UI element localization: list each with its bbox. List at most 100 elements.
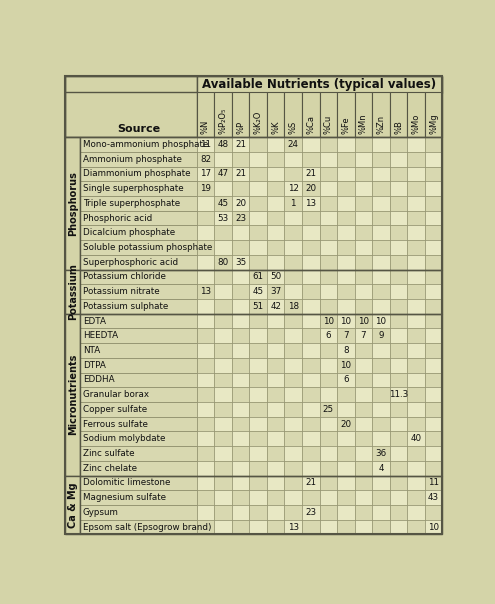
- Text: Micronutrients: Micronutrients: [68, 354, 78, 435]
- Bar: [214, 505, 232, 520]
- Bar: [249, 387, 267, 402]
- Bar: [407, 520, 425, 535]
- Text: 40: 40: [410, 434, 422, 443]
- Bar: [249, 196, 267, 211]
- Text: 21: 21: [235, 140, 246, 149]
- Bar: [267, 520, 285, 535]
- Bar: [337, 387, 354, 402]
- Bar: [390, 475, 407, 490]
- Bar: [285, 358, 302, 373]
- Text: %N: %N: [201, 120, 210, 134]
- Text: %Fe: %Fe: [342, 117, 350, 134]
- Bar: [214, 167, 232, 181]
- Text: 10: 10: [341, 316, 351, 326]
- Text: Granular borax: Granular borax: [83, 390, 149, 399]
- Text: 13: 13: [305, 199, 316, 208]
- Text: Dolomitic limestone: Dolomitic limestone: [83, 478, 170, 487]
- Bar: [249, 373, 267, 387]
- Bar: [81, 269, 443, 313]
- Bar: [372, 402, 390, 417]
- Bar: [354, 92, 372, 137]
- Bar: [337, 299, 354, 313]
- Bar: [81, 431, 197, 446]
- Text: Phosphorus: Phosphorus: [68, 171, 78, 236]
- Text: 6: 6: [343, 376, 348, 385]
- Text: Copper sulfate: Copper sulfate: [83, 405, 147, 414]
- Text: Diammonium phosphate: Diammonium phosphate: [83, 170, 190, 178]
- Bar: [407, 431, 425, 446]
- Bar: [232, 358, 249, 373]
- Bar: [214, 417, 232, 431]
- Bar: [337, 269, 354, 284]
- Bar: [407, 358, 425, 373]
- Bar: [354, 417, 372, 431]
- Bar: [390, 373, 407, 387]
- Bar: [267, 211, 285, 225]
- Bar: [337, 520, 354, 535]
- Bar: [285, 211, 302, 225]
- Bar: [372, 343, 390, 358]
- Bar: [302, 313, 320, 329]
- Bar: [337, 284, 354, 299]
- Bar: [302, 255, 320, 269]
- Bar: [197, 76, 443, 92]
- Text: Triple superphosphate: Triple superphosphate: [83, 199, 180, 208]
- Bar: [354, 284, 372, 299]
- Bar: [267, 299, 285, 313]
- Bar: [372, 387, 390, 402]
- Bar: [249, 343, 267, 358]
- Text: 11: 11: [200, 140, 211, 149]
- Bar: [267, 358, 285, 373]
- Bar: [337, 505, 354, 520]
- Bar: [197, 152, 214, 167]
- Text: 47: 47: [217, 170, 229, 178]
- Bar: [285, 255, 302, 269]
- Bar: [320, 181, 337, 196]
- Bar: [320, 431, 337, 446]
- Bar: [214, 181, 232, 196]
- Bar: [197, 431, 214, 446]
- Bar: [285, 196, 302, 211]
- Bar: [390, 329, 407, 343]
- Bar: [372, 255, 390, 269]
- Bar: [390, 137, 407, 152]
- Text: Single superphosphate: Single superphosphate: [83, 184, 184, 193]
- Bar: [390, 240, 407, 255]
- Bar: [407, 373, 425, 387]
- Bar: [372, 181, 390, 196]
- Bar: [407, 255, 425, 269]
- Bar: [372, 313, 390, 329]
- Text: %Mo: %Mo: [411, 114, 421, 134]
- Text: 4: 4: [378, 464, 384, 473]
- Text: 82: 82: [200, 155, 211, 164]
- Bar: [337, 152, 354, 167]
- Bar: [320, 211, 337, 225]
- Bar: [285, 387, 302, 402]
- Text: %Ca: %Ca: [306, 115, 315, 134]
- Text: 23: 23: [235, 214, 246, 223]
- Bar: [285, 461, 302, 475]
- Text: EDDHA: EDDHA: [83, 376, 114, 385]
- Bar: [390, 269, 407, 284]
- Bar: [425, 417, 443, 431]
- Bar: [65, 269, 81, 313]
- Bar: [354, 299, 372, 313]
- Bar: [337, 461, 354, 475]
- Bar: [320, 358, 337, 373]
- Bar: [337, 137, 354, 152]
- Bar: [81, 402, 197, 417]
- Bar: [65, 313, 81, 475]
- Bar: [267, 152, 285, 167]
- Text: %P: %P: [236, 121, 245, 134]
- Bar: [337, 225, 354, 240]
- Bar: [354, 520, 372, 535]
- Bar: [425, 402, 443, 417]
- Bar: [267, 343, 285, 358]
- Bar: [372, 137, 390, 152]
- Bar: [390, 431, 407, 446]
- Bar: [390, 196, 407, 211]
- Bar: [337, 255, 354, 269]
- Bar: [81, 417, 197, 431]
- Bar: [407, 225, 425, 240]
- Bar: [302, 196, 320, 211]
